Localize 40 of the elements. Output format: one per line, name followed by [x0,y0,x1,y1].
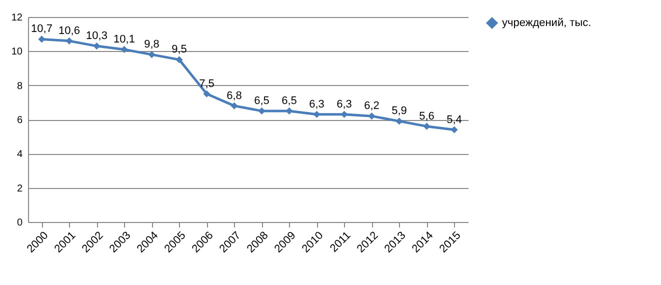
point [313,110,320,118]
data-label: 9,5 [172,44,187,56]
data-label: 7,5 [199,78,214,90]
point [176,56,183,64]
y-tick-label: 8 [16,80,23,92]
point [258,107,266,114]
point [93,42,100,50]
point [120,46,128,53]
data-label: 10,3 [86,30,108,42]
point [396,118,403,125]
data-label: 6,5 [282,94,297,107]
legend-label: учреждений, тыс. [502,17,592,29]
data-label: 5,4 [446,114,462,126]
data-label: 5,9 [392,105,407,118]
data-label: 10,6 [58,24,80,37]
data-label: 6,5 [254,94,270,107]
data-label: 5,6 [419,110,434,122]
point [450,126,458,134]
data-label: 9,8 [144,38,160,51]
y-tick-label: 6 [16,115,23,126]
data-label: 10,7 [31,23,52,36]
point [423,122,430,130]
data-label: 6,2 [364,100,380,112]
y-tick-label: 10 [11,46,23,58]
data-label: 6,3 [336,98,352,110]
data-label: 6,3 [309,98,324,110]
point [66,37,73,44]
y-tick-label: 12 [11,12,23,24]
point [148,51,156,58]
point [203,90,210,98]
data-label: 6,8 [226,90,242,102]
point [38,36,46,43]
point [340,110,348,118]
point [230,102,238,110]
point [368,112,376,120]
point [286,107,293,114]
y-tick-label: 4 [16,149,23,160]
data-label: 10,1 [114,33,135,46]
y-tick-label: 2 [16,183,23,194]
y-tick-label: 0 [16,218,23,228]
